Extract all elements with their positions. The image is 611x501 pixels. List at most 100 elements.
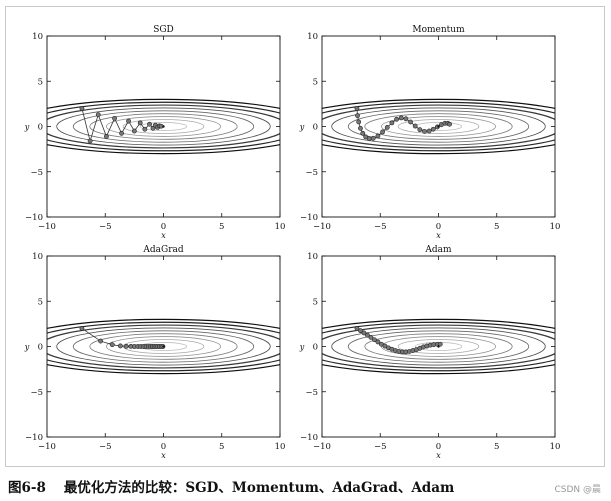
contour-line (397, 339, 480, 354)
path-point (119, 130, 124, 136)
contour-line (72, 110, 255, 143)
watermark: CSDN @晨 (554, 485, 601, 495)
x-axis-label: x (161, 451, 166, 460)
y-tick-label: −10 (300, 213, 318, 223)
x-axis-label: x (161, 231, 166, 240)
figure-frame: −10 −5 0 5 10 −10 −5 0 5 10 SGD x y −10 −5 0 5 10 −10 −5 0 5 1… (5, 6, 605, 467)
contour-line (331, 327, 546, 366)
contour-lines (322, 98, 555, 155)
contour-lines (47, 98, 280, 155)
contour-line (347, 110, 530, 143)
y-tick-label: 10 (32, 252, 43, 262)
y-tick-label: −5 (30, 388, 43, 398)
x-axis-label: x (436, 231, 441, 240)
x-tick-label: −10 (313, 442, 331, 452)
chart-title: Adam (424, 245, 452, 255)
y-tick-label: 10 (32, 32, 43, 42)
x-tick-label: −5 (374, 222, 387, 232)
path-point (87, 138, 93, 144)
path-point (358, 328, 363, 334)
contour-line (347, 330, 530, 363)
minimum-marker (437, 345, 440, 348)
y-tick-label: 10 (307, 252, 318, 262)
x-tick-label: −10 (313, 222, 331, 232)
y-tick-label: −5 (305, 168, 318, 178)
minimum-marker (162, 345, 165, 348)
minimum-marker (437, 125, 440, 128)
caption-text: 最优化方法的比较：SGD、Momentum、AdaGrad、Adam (63, 480, 455, 496)
path-point (150, 125, 156, 131)
path-point (394, 116, 399, 122)
x-tick-label: −5 (374, 442, 387, 452)
path-point (389, 120, 395, 126)
path-point (355, 113, 360, 119)
y-tick-label: 5 (38, 297, 43, 307)
path-point (408, 119, 413, 125)
contour-line (106, 116, 221, 137)
path-point (365, 332, 370, 338)
y-axis-label: y (299, 123, 305, 132)
path-point (147, 121, 152, 127)
figure-caption: 图6-8 最优化方法的比较：SGD、Momentum、AdaGrad、Adam (8, 476, 454, 496)
chart-title: Momentum (412, 25, 465, 35)
contour-lines (47, 318, 280, 375)
y-tick-label: 0 (38, 123, 43, 133)
y-axis-label: y (24, 343, 30, 352)
y-tick-label: 0 (313, 343, 318, 353)
path-point (112, 115, 117, 121)
y-tick-label: 5 (313, 77, 318, 87)
contour-line (47, 101, 280, 152)
x-tick-label: 0 (436, 222, 441, 232)
contour-line (397, 119, 480, 134)
path-point (358, 125, 363, 131)
figure-canvas: −10 −5 0 5 10 −10 −5 0 5 10 SGD x y −10 −5 0 5 10 −10 −5 0 5 1… (24, 25, 561, 460)
x-tick-label: 10 (275, 442, 286, 452)
y-tick-label: 5 (313, 297, 318, 307)
y-axis-label: y (24, 123, 30, 132)
path-point (398, 115, 404, 121)
chart-title: SGD (153, 25, 174, 35)
path-point (422, 129, 427, 134)
path-point (117, 343, 123, 349)
contour-line (89, 113, 238, 140)
contour-line (56, 327, 271, 366)
contour-line (47, 98, 280, 155)
path-point (354, 325, 360, 331)
path-point (370, 135, 376, 141)
contour-line (322, 101, 555, 152)
path-point (430, 126, 436, 132)
path-point (79, 106, 85, 111)
contour-line (381, 116, 496, 137)
x-tick-label: 10 (550, 442, 561, 452)
x-axis-label: x (436, 451, 441, 460)
chart-panel: −10 −5 0 5 10 −10 −5 0 5 10 AdaGrad x y (24, 245, 286, 460)
path-point (98, 338, 103, 344)
path-point (104, 134, 109, 139)
contour-line (364, 333, 513, 360)
contour-line (72, 330, 255, 363)
contour-line (364, 113, 513, 140)
path-point (447, 121, 452, 127)
x-tick-label: 0 (436, 442, 441, 452)
contour-line (122, 119, 205, 134)
contour-line (139, 122, 188, 131)
contour-line (322, 104, 555, 149)
y-tick-label: 0 (38, 343, 43, 353)
path-point (109, 342, 115, 348)
contour-line (322, 321, 555, 372)
x-tick-label: −10 (38, 442, 56, 452)
contour-line (106, 336, 221, 357)
contour-line (322, 318, 555, 375)
y-axis-label: y (299, 343, 305, 352)
contour-line (47, 318, 280, 375)
chart-panel: −10 −5 0 5 10 −10 −5 0 5 10 Momentum x y (299, 25, 561, 240)
x-tick-label: 5 (219, 442, 224, 452)
figure-number: 图6-8 (8, 480, 46, 496)
path-point (437, 341, 443, 347)
path-point (361, 330, 367, 336)
x-tick-label: 0 (161, 222, 166, 232)
path-point (137, 120, 143, 126)
y-tick-label: −5 (30, 168, 43, 178)
chart-panel: −10 −5 0 5 10 −10 −5 0 5 10 Adam x y (299, 245, 561, 460)
y-tick-label: 10 (307, 32, 318, 42)
